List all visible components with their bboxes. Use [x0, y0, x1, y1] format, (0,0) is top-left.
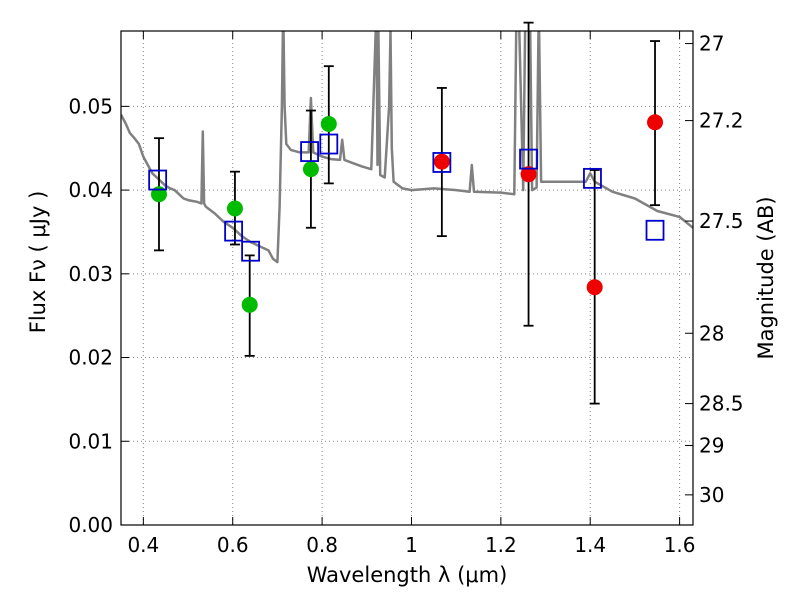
model-spectrum-line — [121, 31, 693, 264]
right-tick-label: 27 — [699, 32, 724, 56]
x-tick-label: 1.4 — [574, 533, 606, 557]
model-photometry-square — [300, 141, 319, 162]
data-point-green — [226, 200, 243, 217]
data-points — [148, 114, 665, 313]
model-photometry-square — [224, 220, 244, 242]
y-axis-title: Flux Fν ( μJy ) — [26, 191, 50, 334]
x-axis-title: Wavelength λ (μm) — [307, 563, 508, 587]
y-tick-label: 0.00 — [68, 513, 113, 537]
data-point-red — [647, 114, 664, 131]
y-tick-label: 0.04 — [68, 178, 113, 202]
axis-ticks: 0.4 0.6 0.8 1 1.2 1.4 1.6 0.00 0.01 0.02 0.03 0.04 0… — [68, 31, 744, 557]
y-tick-label: 0.05 — [68, 94, 113, 118]
right-tick-label: 28 — [699, 321, 724, 345]
data-point-green — [302, 161, 319, 178]
x-tick-label: 1.6 — [664, 533, 696, 557]
plot-frame — [120, 30, 694, 526]
x-tick-label: 0.4 — [127, 533, 159, 557]
data-point-green — [320, 115, 337, 132]
model-photometry-square — [241, 240, 260, 262]
model-photometry-square — [519, 148, 538, 170]
y-tick-label: 0.02 — [68, 346, 113, 370]
x-tick-label: 0.8 — [306, 533, 338, 557]
right-tick-label: 27.2 — [699, 109, 744, 133]
model-photometry-square — [645, 219, 665, 241]
data-point-red — [520, 166, 537, 183]
model-photometry-square — [148, 169, 168, 191]
right-tick-label: 27.5 — [699, 209, 744, 233]
right-axis-title: Magnitude (AB) — [754, 196, 778, 359]
model-photometry-square — [319, 133, 339, 155]
y-tick-label: 0.03 — [68, 262, 113, 286]
right-tick-label: 28.5 — [699, 392, 744, 416]
model-photometry-square — [432, 152, 452, 173]
data-point-green — [150, 186, 167, 203]
x-tick-label: 1 — [405, 533, 418, 557]
y-tick-label: 0.01 — [68, 429, 113, 453]
x-tick-label: 0.6 — [217, 533, 249, 557]
right-tick-label: 29 — [699, 433, 724, 457]
data-point-green — [241, 296, 258, 313]
data-point-red — [433, 153, 450, 170]
model-photometry-square — [583, 167, 602, 189]
data-point-red — [586, 279, 603, 296]
grid-lines — [121, 31, 693, 526]
x-tick-label: 1.2 — [485, 533, 517, 557]
right-tick-label: 30 — [699, 483, 724, 507]
